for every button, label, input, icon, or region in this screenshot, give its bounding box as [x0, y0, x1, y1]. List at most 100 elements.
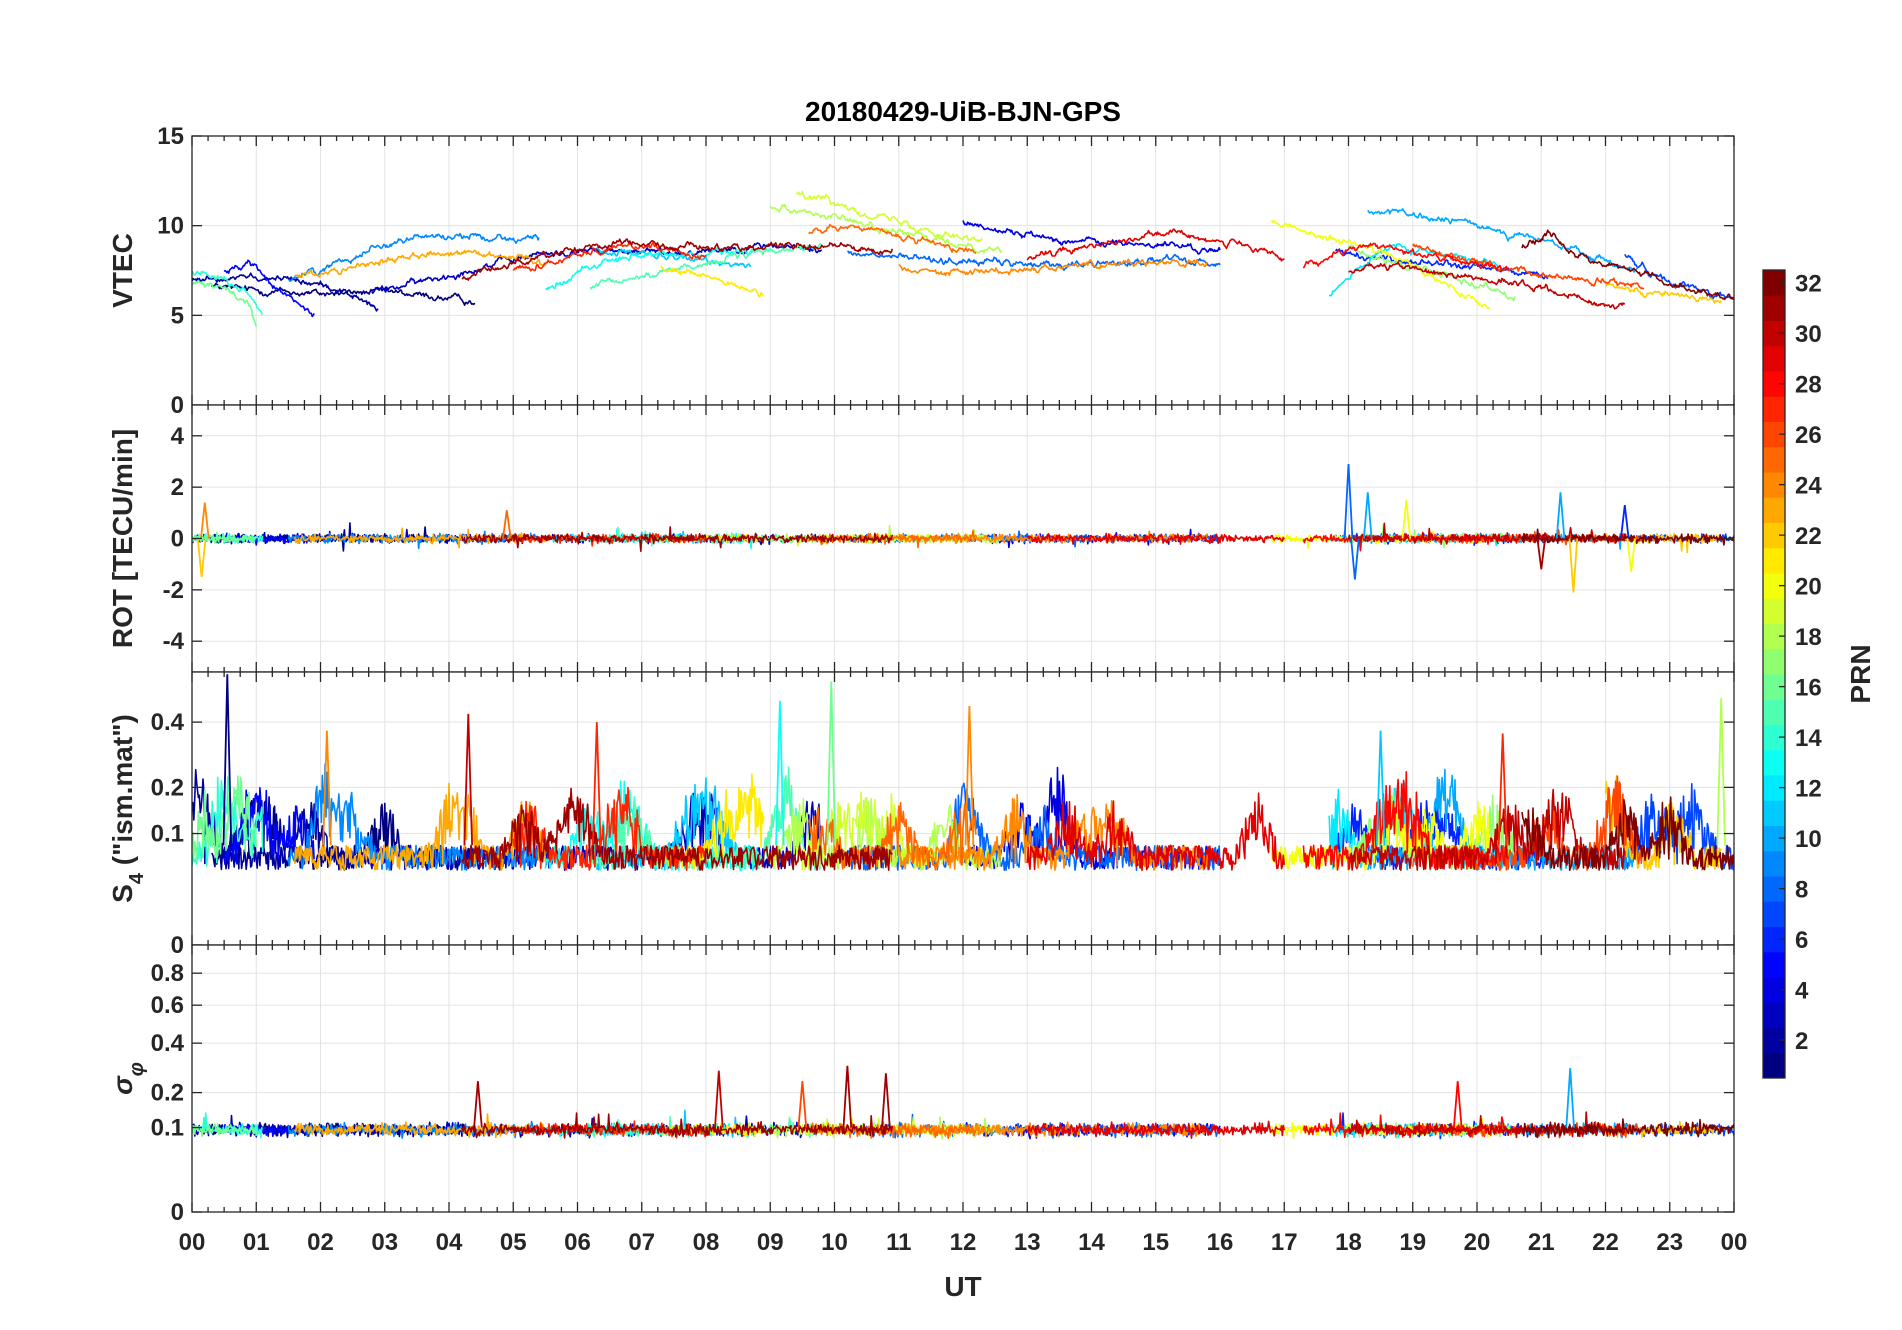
colorbar-band — [1763, 1002, 1785, 1028]
colorbar-band — [1763, 497, 1785, 523]
x-tick-label: 19 — [1399, 1229, 1426, 1256]
x-tick-label: 16 — [1207, 1229, 1234, 1256]
series-line-prn-5 — [223, 786, 315, 866]
colorbar-band — [1763, 724, 1785, 751]
series-line-prn-16 — [192, 531, 257, 544]
y-tick-label: 0.4 — [151, 1030, 185, 1057]
y-tick-label: 0 — [171, 526, 184, 553]
series-line-prn-30 — [1348, 261, 1626, 310]
series-line-prn-15 — [589, 243, 822, 290]
y-tick-label: 0.2 — [151, 1080, 184, 1107]
colorbar-band — [1763, 522, 1785, 549]
colorbar-band — [1763, 1052, 1785, 1079]
series-line-prn-22 — [1604, 282, 1722, 304]
series-line-prn-29 — [1026, 228, 1285, 262]
spike-prn-31 — [842, 1065, 853, 1128]
y-tick-label: 10 — [157, 213, 184, 240]
colorbar-tick-label: 26 — [1795, 422, 1822, 449]
spike-prn-20 — [1401, 499, 1412, 539]
plot-area — [192, 1065, 1734, 1140]
x-axis: 00 01 02 03 04 05 06 07 08 09 10 11 12 13 14 15 16 17 18 19… — [179, 1229, 1748, 1256]
colorbar-band — [1763, 674, 1785, 700]
x-tick-label: 10 — [821, 1229, 848, 1256]
colorbar-band — [1763, 547, 1785, 574]
colorbar-tick-label: 16 — [1795, 675, 1822, 702]
colorbar-band — [1763, 421, 1785, 448]
series-line-prn-29 — [1026, 1120, 1286, 1139]
colorbar-band — [1763, 901, 1785, 927]
y-tick-label: -4 — [163, 628, 185, 655]
colorbar-band — [1763, 598, 1785, 624]
colorbar-label: PRN — [1845, 644, 1876, 703]
series-line-prn-19 — [795, 190, 983, 243]
spike-prn-8 — [1350, 538, 1360, 580]
x-tick-label: 06 — [564, 1229, 591, 1256]
colorbar-tick-label: 8 — [1795, 877, 1808, 904]
series-line-prn-24 — [898, 530, 1208, 545]
plot-area — [192, 674, 1734, 872]
colorbar-tick-label: 2 — [1795, 1028, 1808, 1055]
series-line-prn-24 — [898, 258, 1208, 277]
spike-prn-10 — [1363, 492, 1373, 539]
colorbar-tick-label: 18 — [1795, 624, 1822, 651]
x-tick-label: 03 — [371, 1229, 398, 1256]
colorbar-band — [1763, 800, 1785, 826]
colorbar-tick-label: 30 — [1795, 321, 1822, 348]
colorbar-tick-label: 6 — [1795, 927, 1808, 954]
spike-prn-25 — [502, 510, 512, 539]
y-axis-label: VTEC — [107, 233, 138, 308]
x-tick-label: 05 — [500, 1229, 527, 1256]
spike-prn-31 — [1536, 538, 1546, 570]
series-line-prn-14 — [192, 270, 264, 315]
spike-prn-27 — [1497, 733, 1508, 846]
series-line-prn-31 — [461, 787, 893, 872]
y-tick-label: -2 — [163, 577, 184, 604]
panel-3: 0 0.1 0.2 0.4S4 ("ism.mat") — [107, 671, 1735, 959]
colorbar-frame — [1762, 269, 1786, 1079]
colorbar-tick-label: 20 — [1795, 574, 1822, 601]
y-tick-label: 2 — [171, 474, 184, 501]
x-ticks — [191, 136, 1735, 405]
spike-prn-31 — [473, 1081, 483, 1128]
series-line-prn-16 — [192, 1123, 258, 1137]
colorbar-band — [1763, 876, 1785, 902]
x-tick-label: 22 — [1592, 1229, 1619, 1256]
x-tick-label: 07 — [628, 1229, 655, 1256]
colorbar-band — [1763, 775, 1785, 801]
y-tick-label: 0 — [171, 392, 184, 419]
series-line-prn-32 — [1521, 796, 1734, 872]
x-axis-label: UT — [944, 1271, 981, 1302]
series-line-prn-31 — [461, 526, 894, 553]
plot-area — [192, 463, 1734, 593]
x-tick-label: 09 — [757, 1229, 784, 1256]
x-tick-label: 00 — [179, 1229, 206, 1256]
series-line-prn-5 — [223, 259, 315, 318]
colorbar-band — [1763, 371, 1785, 397]
series-line-prn-4 — [962, 220, 1221, 255]
panel-1: 0 5 10 15 VTEC — [107, 123, 1735, 419]
colorbar-band — [1763, 977, 1785, 1003]
series-line-prn-29 — [1026, 532, 1286, 545]
x-ticks — [191, 405, 1735, 672]
series-line-prn-27 — [512, 242, 707, 272]
y-axis-label: σφ — [107, 1062, 148, 1095]
spike-prn-10 — [1565, 1068, 1575, 1128]
colorbar-band — [1763, 446, 1785, 473]
x-ticks — [191, 672, 1735, 945]
x-tick-label: 08 — [693, 1229, 720, 1256]
panel-2: -4 -2 0 2 4 ROT [TECU/min] — [107, 404, 1735, 673]
series-line-prn-31 — [461, 1112, 894, 1139]
chart-title: 20180429-UiB-BJN-GPS — [805, 96, 1121, 127]
series-line-prn-16 — [192, 279, 258, 328]
x-tick-label: 01 — [243, 1229, 270, 1256]
colorbar-band — [1763, 850, 1785, 877]
series-line-prn-23 — [294, 782, 547, 871]
colorbar-band — [1763, 825, 1785, 852]
spike-prn-30 — [463, 713, 473, 846]
grid — [192, 136, 1734, 405]
colorbar-band — [1763, 926, 1785, 953]
colorbar-band — [1763, 623, 1785, 650]
y-tick-label: 0 — [171, 1199, 184, 1226]
y-tick-label: 0.8 — [151, 960, 184, 987]
